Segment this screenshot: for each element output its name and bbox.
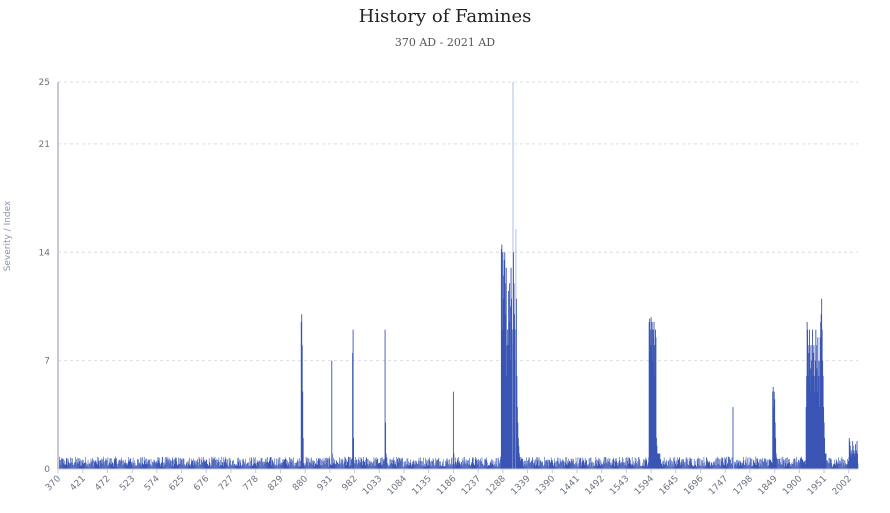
axes: 0 7 14 21 25 370 421 472 523 574 625 676 727 778 829 88… xyxy=(39,78,858,497)
x-tick-label: 1441 xyxy=(559,474,582,497)
famine-bars xyxy=(300,82,858,469)
x-tick-label: 1747 xyxy=(707,474,730,497)
grid-lines xyxy=(58,81,858,470)
x-tick-label: 2002 xyxy=(831,474,854,497)
x-tick-label: 982 xyxy=(340,474,359,493)
x-tick-label: 727 xyxy=(217,474,236,493)
x-tick-label: 1390 xyxy=(534,474,557,497)
x-tick-label: 778 xyxy=(242,474,261,493)
x-tick-label: 829 xyxy=(266,474,285,493)
x-tick-label: 523 xyxy=(118,474,137,493)
x-tick-label: 1594 xyxy=(633,474,656,497)
x-tick-label: 1645 xyxy=(658,474,681,497)
x-tick-label: 1849 xyxy=(757,474,780,497)
chart-title: History of Famines xyxy=(358,6,532,27)
x-tick-label: 1339 xyxy=(509,474,532,497)
x-tick-label: 880 xyxy=(291,474,310,493)
y-tick-label: 25 xyxy=(39,78,50,88)
x-tick-label: 1084 xyxy=(386,474,409,497)
y-tick-label: 7 xyxy=(44,357,50,367)
y-axis-label: Severity / Index xyxy=(3,200,13,271)
y-tick-label: 14 xyxy=(39,248,51,258)
x-tick-label: 421 xyxy=(69,474,88,493)
x-tick-label: 1543 xyxy=(608,474,631,497)
x-tick-label: 1288 xyxy=(485,474,508,497)
x-tick-label: 1135 xyxy=(411,474,434,497)
x-tick-label: 931 xyxy=(316,474,335,493)
x-tick-label: 676 xyxy=(192,474,211,493)
x-tick-label: 472 xyxy=(93,474,112,493)
x-tick-label: 574 xyxy=(143,474,162,493)
x-tick-label: 1951 xyxy=(806,474,829,497)
chart-subtitle: 370 AD - 2021 AD xyxy=(394,36,496,49)
x-tick-label: 1237 xyxy=(460,474,483,497)
x-tick-label: 1900 xyxy=(781,474,804,497)
x-tick-label: 1492 xyxy=(584,474,607,497)
x-tick-label: 370 xyxy=(44,474,63,493)
x-tick-label: 1033 xyxy=(361,474,384,497)
x-tick-label: 1798 xyxy=(732,474,755,497)
x-tick-label: 625 xyxy=(167,474,186,493)
y-tick-label: 21 xyxy=(39,140,50,150)
x-tick-label: 1186 xyxy=(435,474,458,497)
y-tick-label: 0 xyxy=(44,465,50,475)
baseline-bars xyxy=(57,456,859,469)
x-tick-label: 1696 xyxy=(682,474,705,497)
